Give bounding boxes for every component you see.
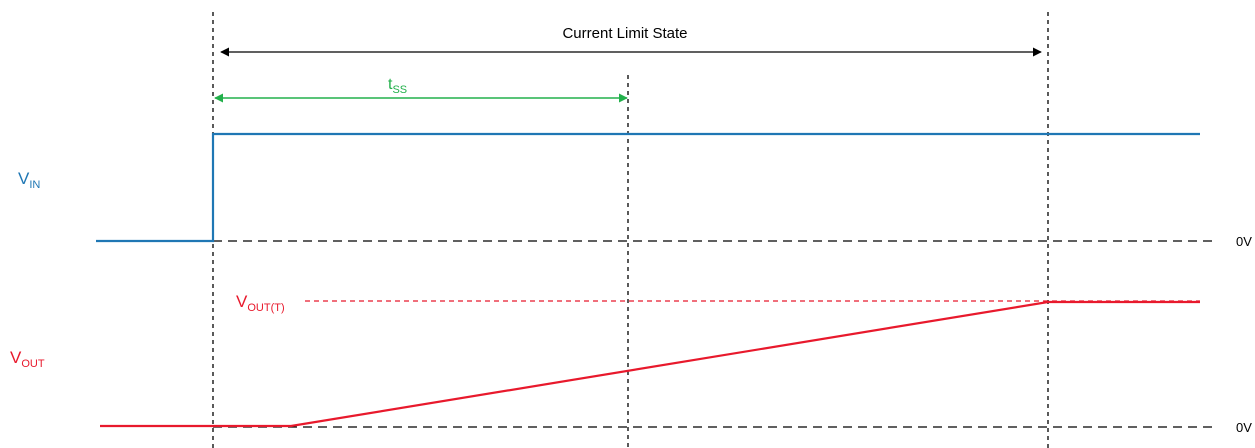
vout-zero-volt-label: 0V [1236, 420, 1252, 435]
vin-label: VIN [18, 169, 40, 191]
vin-waveform [96, 132, 1200, 243]
vout-target-label: VOUT(T) [236, 292, 285, 314]
current-limit-state-label: Current Limit State [562, 25, 687, 42]
tss-label: tSS [388, 76, 407, 96]
vin-zero-volt-label: 0V [1236, 234, 1252, 249]
vout-label: VOUT [10, 348, 45, 370]
vout-waveform [100, 300, 1200, 428]
